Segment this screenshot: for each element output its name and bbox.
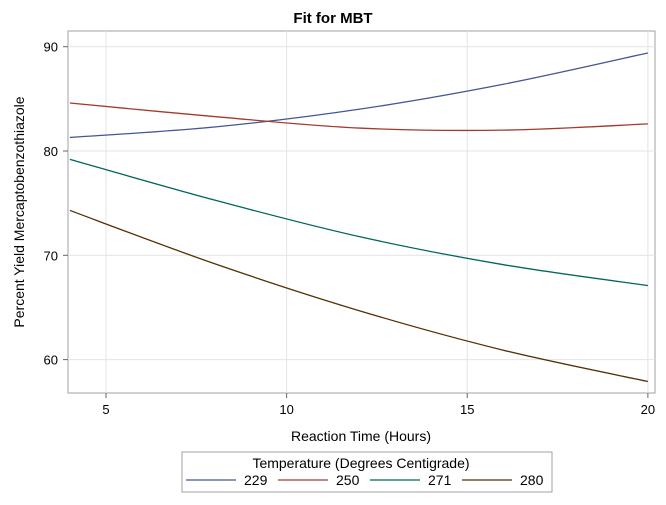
x-axis-label: Reaction Time (Hours) <box>291 428 431 444</box>
legend: Temperature (Degrees Centigrade) 229 250 2… <box>181 451 553 493</box>
grid <box>68 31 655 393</box>
x-tick-label: 5 <box>102 402 109 417</box>
legend-items: 229 250 271 280 <box>186 472 544 488</box>
y-axis-label: Percent Yield Mercaptobenzothiazole <box>11 96 27 327</box>
legend-frame <box>181 451 553 493</box>
x-tick-label: 20 <box>641 402 655 417</box>
y-tick-label: 70 <box>44 248 58 263</box>
x-tick-label: 10 <box>279 402 293 417</box>
series-line-250 <box>69 102 648 132</box>
axis-ticks: 5 10 15 20 60 70 80 90 <box>44 40 656 417</box>
legend-label-271: 271 <box>428 472 452 488</box>
chart-title: Fit for MBT <box>293 10 372 27</box>
y-tick-label: 60 <box>44 353 58 368</box>
y-tick-label: 90 <box>44 40 58 55</box>
legend-label-250: 250 <box>336 472 360 488</box>
series-lines <box>69 52 649 383</box>
series-line-271 <box>69 158 648 287</box>
series-line-229 <box>69 52 649 139</box>
series-line-280 <box>69 209 649 383</box>
x-tick-label: 15 <box>460 402 474 417</box>
legend-label-229: 229 <box>244 472 268 488</box>
plot-area-frame <box>67 30 656 394</box>
y-tick-label: 80 <box>44 144 58 159</box>
legend-label-280: 280 <box>520 472 544 488</box>
legend-title: Temperature (Degrees Centigrade) <box>252 455 469 471</box>
